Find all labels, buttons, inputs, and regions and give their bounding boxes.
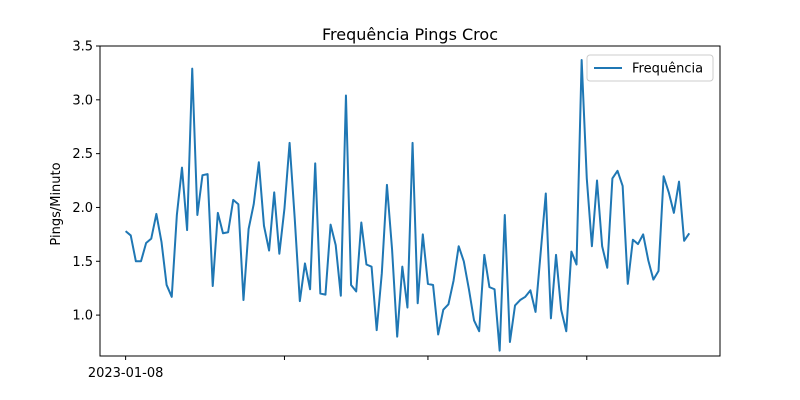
legend-box [586, 54, 714, 82]
legend: Frequência [586, 54, 714, 82]
x-tick-label: 2023-01-08 [88, 366, 164, 381]
chart-title: Frequência Pings Croc [322, 25, 498, 44]
y-tick-label: 1.0 [72, 309, 93, 324]
plot-frame [99, 45, 721, 357]
y-tick-label: 2.0 [72, 201, 93, 216]
x-axis: 2023-01-08 [88, 356, 588, 381]
y-tick-label: 3.0 [72, 93, 93, 108]
y-tick-label: 2.5 [72, 147, 93, 162]
legend-label-frequencia: Frequência [632, 62, 703, 77]
series-layer [124, 58, 691, 352]
y-axis: 1.0 1.5 2.0 2.5 3.0 3.5 [72, 40, 100, 324]
series-line-frequencia [124, 58, 691, 352]
y-tick-label: 1.5 [72, 255, 93, 270]
y-axis-title: Pings/Minuto [49, 162, 64, 245]
y-tick-label: 3.5 [72, 40, 93, 55]
